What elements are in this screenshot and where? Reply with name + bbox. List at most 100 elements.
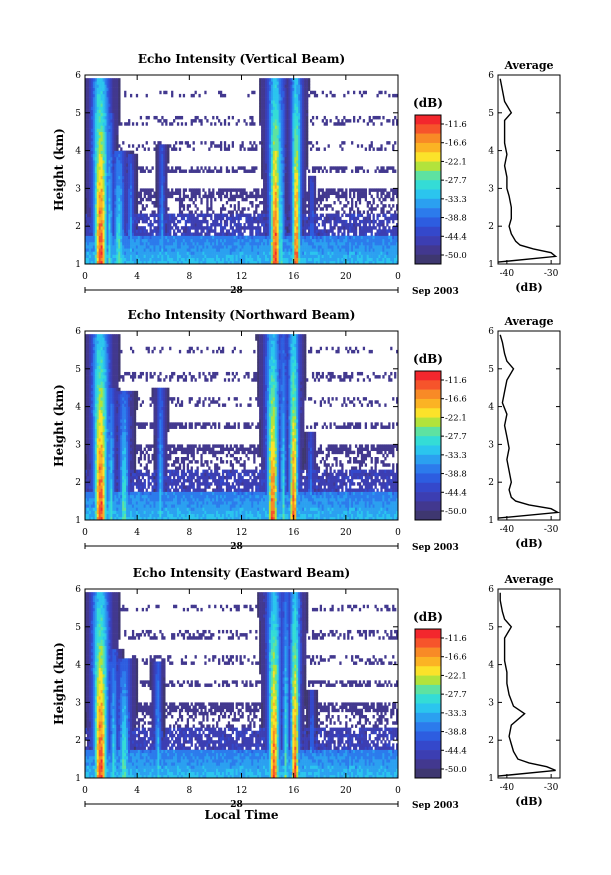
heatmap-cell [255,147,258,151]
heatmap-cell [294,201,297,205]
heatmap-cell [108,109,111,114]
heatmap-cell [110,112,113,117]
heatmap-cell [94,248,98,252]
heatmap-cell [315,216,319,221]
heatmap-cell [247,248,250,252]
heatmap-cell [106,191,109,195]
heatmap-cell [259,213,262,218]
heatmap-cell [354,204,358,208]
heatmap-cell [270,238,274,243]
heatmap-cell [264,248,268,252]
heatmap-cell [118,241,121,246]
heatmap-cell [333,238,336,243]
heatmap-cell [306,106,309,110]
heatmap-cell [159,175,162,180]
heatmap-cell [116,204,119,208]
heatmap-cell [159,213,162,218]
heatmap-cell [266,78,270,82]
heatmap-cell [131,238,135,243]
heatmap-cell [358,248,362,252]
heatmap-cell [364,248,367,252]
heatmap-cell [110,115,113,120]
heatmap-cell [137,257,141,262]
heatmap-cell [251,166,254,170]
heatmap-cell [182,248,186,252]
heatmap-cell [329,219,332,224]
heatmap-cell [323,223,326,227]
heatmap-cell [182,232,186,236]
heatmap-cell [266,90,270,95]
heatmap-cell [351,238,354,243]
heatmap-cell [231,115,234,120]
heatmap-cell [272,163,276,167]
heatmap-cell [302,194,305,199]
heatmap-cell [276,194,279,199]
heatmap-cell [264,153,268,158]
heatmap-cell [278,223,281,227]
heatmap-cell [351,229,354,233]
heatmap-cell [229,191,233,195]
heatmap-cell [112,103,115,107]
heatmap-cell [366,245,369,249]
heatmap-cell [120,188,123,192]
heatmap-cell [159,257,162,262]
heatmap-cell [323,115,326,120]
heatmap-cell [153,147,156,151]
heatmap-cell [212,251,215,255]
heatmap-cell [313,241,317,246]
heatmap-cell [92,213,96,218]
heatmap-cell [104,210,107,214]
heatmap-cell [102,201,105,205]
heatmap-cell [272,207,276,211]
heatmap-cell [124,194,127,199]
heatmap-cell [296,166,299,170]
heatmap-cell [124,175,127,180]
heatmap-cell [126,213,129,218]
heatmap-cell [151,166,154,170]
heatmap-cell [141,235,144,240]
heatmap-cell [323,122,326,126]
heatmap-cell [169,122,172,126]
heatmap-cell [92,97,96,101]
heatmap-cell [268,100,272,104]
heatmap-cell [124,207,127,211]
heatmap-cell [306,260,309,264]
heatmap-cell [270,241,274,246]
heatmap-cell [110,235,113,240]
heatmap-cell [208,260,211,264]
heatmap-cell [325,122,328,126]
heatmap-cell [266,207,270,211]
heatmap-cell [364,235,367,240]
heatmap-cell [288,134,291,139]
heatmap-cell [364,254,367,258]
heatmap-cell [112,178,115,183]
heatmap-cell [108,235,111,240]
heatmap-cell [110,232,113,236]
heatmap-cell [155,150,158,155]
heatmap-cell [300,128,303,132]
heatmap-cell [153,194,156,199]
heatmap-cell [274,138,278,142]
heatmap-cell [100,169,103,173]
heatmap-cell [243,248,246,252]
heatmap-cell [249,141,252,145]
heatmap-cell [129,260,133,264]
heatmap-cell [339,235,342,240]
heatmap-cell [280,100,283,104]
heatmap-cell [86,166,90,170]
heatmap-cell [298,169,301,173]
heatmap-cell [118,103,121,107]
heatmap-cell [182,197,186,202]
heatmap-cell [331,254,334,258]
heatmap-cell [165,144,168,148]
heatmap-cell [292,241,295,246]
heatmap-cell [270,210,274,214]
heatmap-cell [116,160,119,164]
heatmap-cell [90,138,94,142]
heatmap-cell [264,257,268,262]
heatmap-cell [155,248,158,252]
heatmap-cell [255,204,258,208]
heatmap-cell [198,245,201,249]
heatmap-cell [276,169,279,173]
heatmap-cell [366,257,369,262]
